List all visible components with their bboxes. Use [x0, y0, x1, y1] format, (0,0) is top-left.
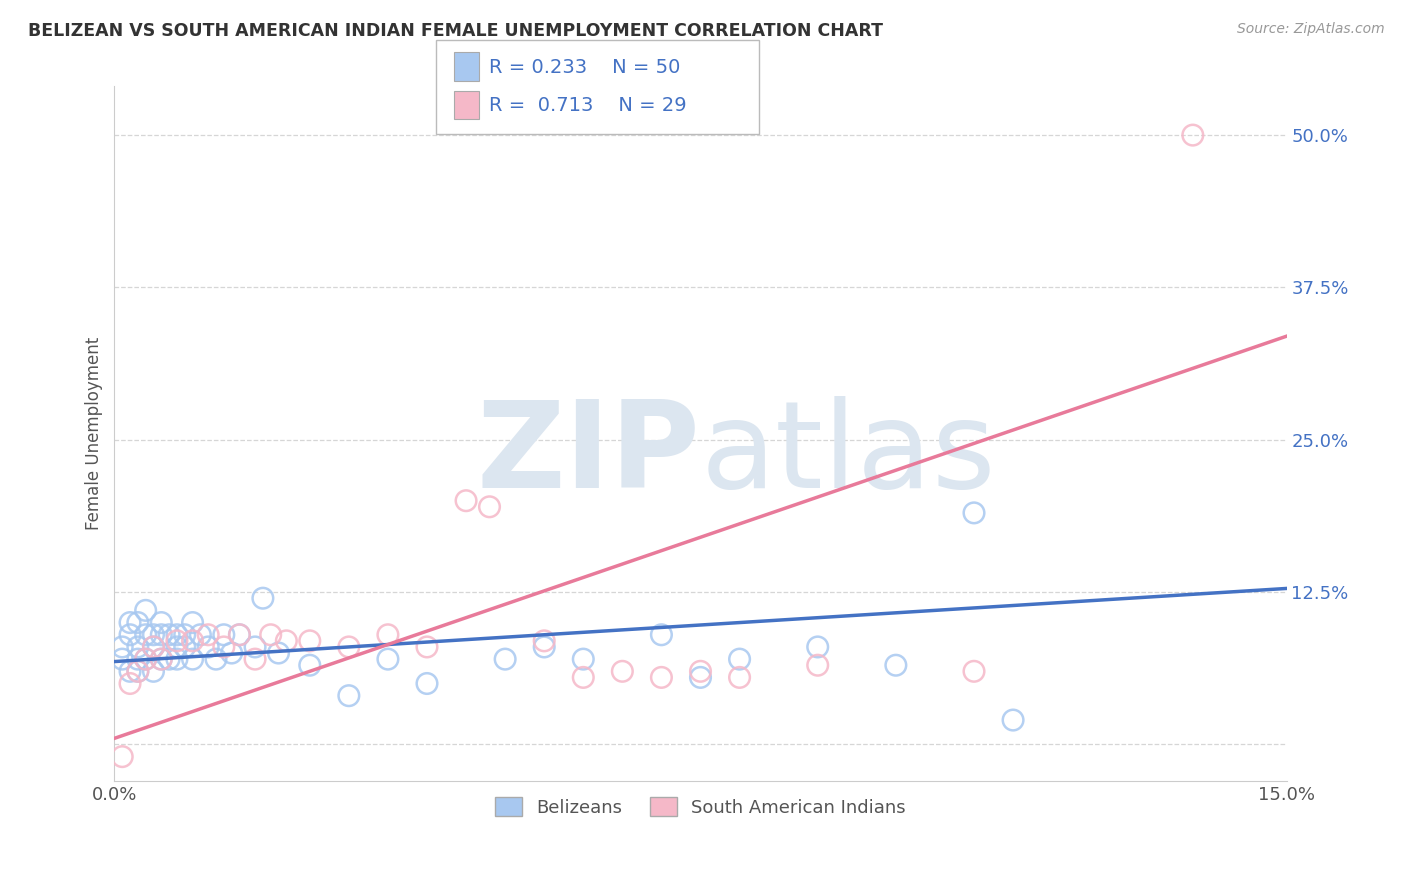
Point — [416, 640, 439, 654]
Point — [689, 665, 711, 679]
Point — [142, 640, 165, 654]
Point — [157, 652, 180, 666]
Point — [650, 670, 672, 684]
Point — [612, 665, 634, 679]
Y-axis label: Female Unemployment: Female Unemployment — [86, 337, 103, 531]
Point — [111, 749, 134, 764]
Point — [963, 506, 986, 520]
Point — [689, 670, 711, 684]
Text: ZIP: ZIP — [477, 396, 700, 513]
Point — [572, 670, 595, 684]
Point — [135, 603, 157, 617]
Text: R = 0.233    N = 50: R = 0.233 N = 50 — [489, 58, 681, 77]
Point — [212, 640, 235, 654]
Point — [728, 670, 751, 684]
Text: R =  0.713    N = 29: R = 0.713 N = 29 — [489, 96, 688, 115]
Point — [572, 652, 595, 666]
Point — [150, 628, 173, 642]
Legend: Belizeans, South American Indians: Belizeans, South American Indians — [488, 790, 912, 824]
Point — [212, 628, 235, 642]
Point — [243, 652, 266, 666]
Text: atlas: atlas — [700, 396, 995, 513]
Point — [1181, 128, 1204, 142]
Text: BELIZEAN VS SOUTH AMERICAN INDIAN FEMALE UNEMPLOYMENT CORRELATION CHART: BELIZEAN VS SOUTH AMERICAN INDIAN FEMALE… — [28, 22, 883, 40]
Point — [205, 652, 228, 666]
Point — [228, 628, 250, 642]
Point — [181, 652, 204, 666]
Point — [807, 640, 830, 654]
Point — [127, 652, 149, 666]
Point — [260, 628, 283, 642]
Point — [454, 493, 477, 508]
Point — [416, 676, 439, 690]
Point — [135, 652, 157, 666]
Point — [150, 615, 173, 630]
Point — [166, 628, 188, 642]
Point — [142, 640, 165, 654]
Point — [166, 652, 188, 666]
Point — [478, 500, 501, 514]
Point — [337, 689, 360, 703]
Point — [377, 652, 399, 666]
Point — [118, 628, 141, 642]
Point — [111, 652, 134, 666]
Point — [884, 658, 907, 673]
Point — [135, 652, 157, 666]
Point — [127, 665, 149, 679]
Point — [173, 640, 195, 654]
Point — [728, 652, 751, 666]
Point — [1002, 713, 1025, 727]
Point — [127, 615, 149, 630]
Point — [190, 628, 212, 642]
Point — [111, 640, 134, 654]
Point — [150, 652, 173, 666]
Point — [173, 628, 195, 642]
Point — [337, 640, 360, 654]
Point — [127, 640, 149, 654]
Point — [221, 646, 243, 660]
Point — [533, 633, 555, 648]
Point — [181, 615, 204, 630]
Point — [298, 658, 321, 673]
Point — [252, 591, 274, 606]
Point — [267, 646, 290, 660]
Point — [377, 628, 399, 642]
Point — [135, 628, 157, 642]
Point — [166, 640, 188, 654]
Point — [963, 665, 986, 679]
Text: Source: ZipAtlas.com: Source: ZipAtlas.com — [1237, 22, 1385, 37]
Point — [298, 633, 321, 648]
Point — [181, 633, 204, 648]
Point — [142, 628, 165, 642]
Point — [494, 652, 516, 666]
Point — [142, 665, 165, 679]
Point — [243, 640, 266, 654]
Point — [197, 628, 219, 642]
Point — [650, 628, 672, 642]
Point — [118, 676, 141, 690]
Point — [127, 665, 149, 679]
Point — [150, 652, 173, 666]
Point — [166, 633, 188, 648]
Point — [197, 640, 219, 654]
Point — [157, 628, 180, 642]
Point — [807, 658, 830, 673]
Point — [276, 633, 298, 648]
Point — [228, 628, 250, 642]
Point — [118, 615, 141, 630]
Point — [118, 665, 141, 679]
Point — [533, 640, 555, 654]
